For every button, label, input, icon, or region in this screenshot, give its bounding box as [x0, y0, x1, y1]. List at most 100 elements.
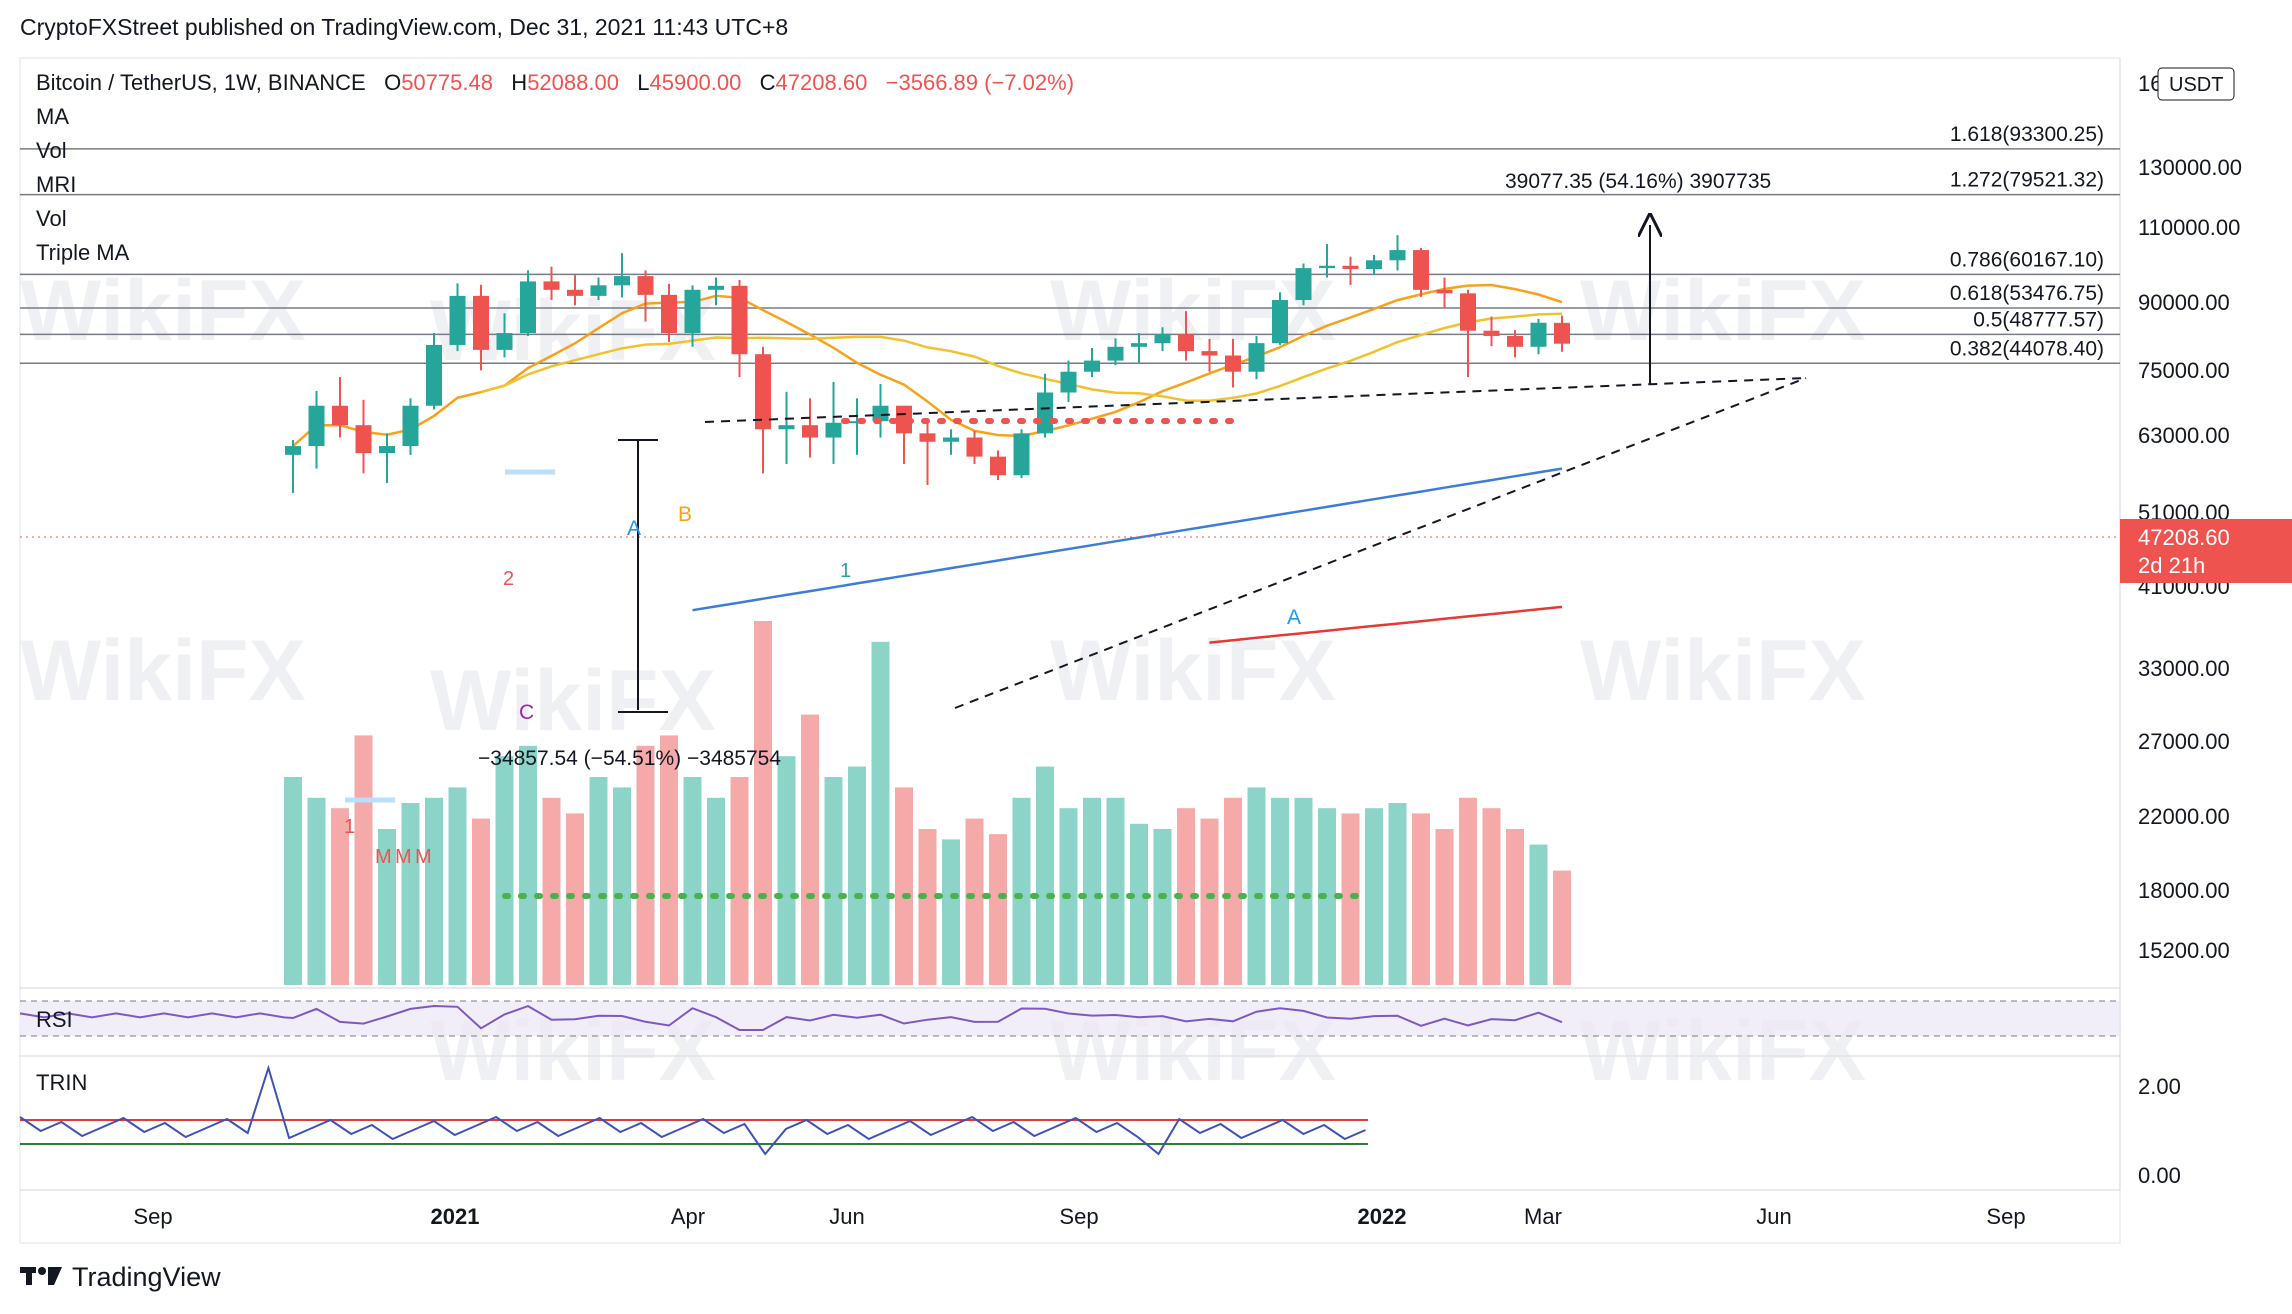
volume-bar — [1435, 829, 1454, 985]
candle-body — [543, 281, 560, 290]
fib-label: 0.618(53476.75) — [1950, 282, 2104, 305]
time-tick: Sep — [1986, 1204, 2025, 1229]
candle-body — [1225, 355, 1241, 372]
candle-body — [990, 456, 1006, 476]
indicator-vol[interactable]: Vol — [36, 138, 67, 163]
volume-bar — [1153, 829, 1172, 985]
low-value: 45900.00 — [649, 70, 742, 95]
volume-bar — [707, 797, 725, 985]
volume-bar — [1200, 818, 1219, 985]
currency-label: USDT — [2169, 74, 2223, 96]
volume-bar — [566, 813, 584, 985]
td-label: M — [375, 846, 392, 868]
candle-body — [1507, 335, 1523, 347]
ma-red-line — [1209, 605, 1563, 644]
candle-body — [1248, 343, 1265, 372]
wave-label-a: A — [627, 517, 641, 540]
candle-body — [1272, 300, 1288, 344]
fib-label: 0.382(44078.40) — [1950, 337, 2104, 360]
candle-body — [1413, 250, 1429, 290]
indicator-triple-ma[interactable]: Triple MA — [36, 240, 130, 265]
volume-bar — [1177, 808, 1195, 985]
wave-label-b: B — [678, 503, 692, 526]
watermark-text: WikiFX — [20, 623, 306, 719]
symbol-legend[interactable]: Bitcoin / TetherUS, 1W, BINANCE O50775.4… — [36, 70, 1074, 96]
time-tick: Apr — [671, 1204, 705, 1229]
volume-bar — [378, 829, 396, 985]
candle-body — [1060, 371, 1077, 393]
trin-tick: 0.00 — [2138, 1163, 2181, 1188]
price-tick: 75000.00 — [2138, 358, 2230, 383]
volume-bar — [1106, 797, 1125, 985]
candle-body — [1201, 351, 1218, 356]
td-label: 1 — [344, 816, 355, 838]
price-tick: 110000.00 — [2138, 215, 2240, 240]
time-axis[interactable]: Sep 2021 Apr Jun Sep 2022 Mar Jun Sep — [133, 1204, 2025, 1229]
price-tick: 33000.00 — [2138, 656, 2230, 681]
candlesticks — [285, 235, 1570, 494]
price-tick: 18000.00 — [2138, 878, 2230, 903]
up-measure-label: 39077.35 (54.16%) 3907735 — [1505, 170, 1771, 193]
ma-yellow-line — [480, 312, 1563, 402]
trin-panel-label: TRIN — [36, 1070, 87, 1095]
rsi-line — [19, 1004, 1563, 1031]
candle-body — [1319, 265, 1335, 269]
volume-bar — [1012, 797, 1031, 985]
volume-bar — [1482, 808, 1501, 985]
fib-label: 0.786(60167.10) — [1950, 248, 2104, 271]
candle-body — [355, 425, 372, 454]
candle-body — [449, 295, 466, 345]
candle-body — [1131, 343, 1147, 347]
candle-body — [1295, 268, 1312, 301]
indicator-vol-2[interactable]: Vol — [36, 206, 67, 231]
moving-averages — [292, 283, 1563, 644]
footer-brand[interactable]: TradingView — [20, 1262, 221, 1293]
volume-bar — [1388, 803, 1407, 985]
watermark-text: WikiFX — [1050, 623, 1336, 719]
candle-body — [896, 405, 912, 434]
publisher-line: CryptoFXStreet published on TradingView.… — [20, 14, 789, 40]
candle-body — [473, 295, 489, 350]
volume-bar — [1341, 813, 1360, 985]
indicator-mri[interactable]: MRI — [36, 172, 77, 197]
volume-bar — [1506, 829, 1524, 985]
candle-body — [379, 446, 395, 454]
fib-label: 1.618(93300.25) — [1950, 123, 2104, 146]
close-label: C — [759, 70, 776, 95]
indicator-ma[interactable]: MA — [36, 104, 69, 129]
upper-trendline — [704, 377, 1807, 423]
candle-body — [661, 294, 677, 334]
td-label: 1 — [840, 560, 851, 582]
volume-bar — [1459, 797, 1477, 985]
volume-bar — [683, 777, 702, 985]
candle-body — [966, 437, 983, 457]
close-value: 47208.60 — [775, 70, 868, 95]
candle-body — [943, 437, 959, 442]
fibonacci-levels: 1.618(93300.25) 1.272(79521.32) 0.786(6016… — [20, 123, 2120, 365]
candle-body — [1483, 330, 1500, 336]
volume-bar — [871, 641, 890, 985]
candle-body — [1366, 260, 1382, 270]
volume-bar — [942, 839, 960, 985]
volume-bar — [613, 787, 631, 985]
candle-body — [731, 285, 748, 355]
symbol-name: Bitcoin / TetherUS, 1W, BINANCE — [36, 70, 366, 95]
price-tick: 27000.00 — [2138, 729, 2230, 754]
candle-body — [1436, 289, 1453, 294]
watermark-text: WikiFX — [430, 653, 716, 749]
tradingview-logo — [20, 1262, 62, 1293]
open-label: O — [384, 70, 402, 95]
volume-bar — [448, 787, 467, 985]
currency-badge[interactable] — [2157, 67, 2235, 101]
low-label: L — [637, 70, 650, 95]
volume-bar — [754, 621, 772, 985]
candle-body — [919, 433, 936, 442]
candle-body — [567, 289, 583, 296]
time-tick: Sep — [133, 1204, 172, 1229]
volume-bar — [965, 818, 984, 985]
price-axis[interactable]: 16130000.00110000.0090000.0075000.006300… — [2138, 71, 2242, 963]
volume-bar — [777, 756, 796, 985]
watermark-text: WikiFX — [1580, 263, 1866, 359]
fib-label: 0.5(48777.57) — [1973, 308, 2104, 331]
